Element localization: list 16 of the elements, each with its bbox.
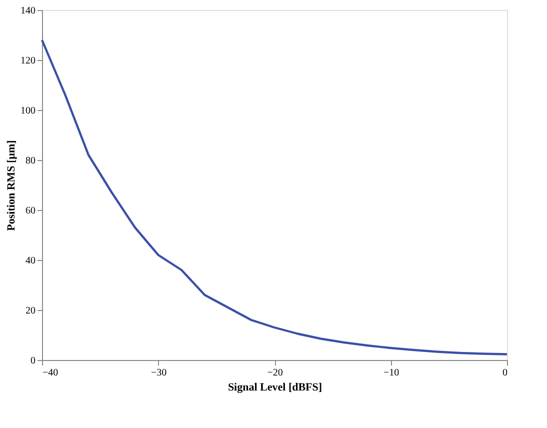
y-tick-label: 140: [20, 6, 36, 16]
y-tick-label: 0: [30, 356, 36, 366]
y-tick-label: 100: [20, 106, 36, 116]
y-tick-label: 60: [26, 206, 36, 216]
x-tick-label: −40: [42, 368, 58, 378]
x-tick-label: 0: [502, 368, 508, 378]
line-series: [40, 38, 508, 356]
y-tick-label: 20: [26, 306, 36, 316]
x-axis-title: Signal Level [dBFS]: [228, 382, 322, 394]
y-tick-label: 80: [26, 156, 36, 166]
x-tick-label: −30: [150, 368, 167, 378]
x-tick-label: −20: [267, 368, 283, 378]
y-tick-label: 120: [20, 56, 36, 66]
y-tick-label: 40: [26, 256, 36, 266]
y-axis-title: Position RMS [µm]: [6, 140, 18, 231]
x-tick-label: −10: [383, 368, 400, 378]
